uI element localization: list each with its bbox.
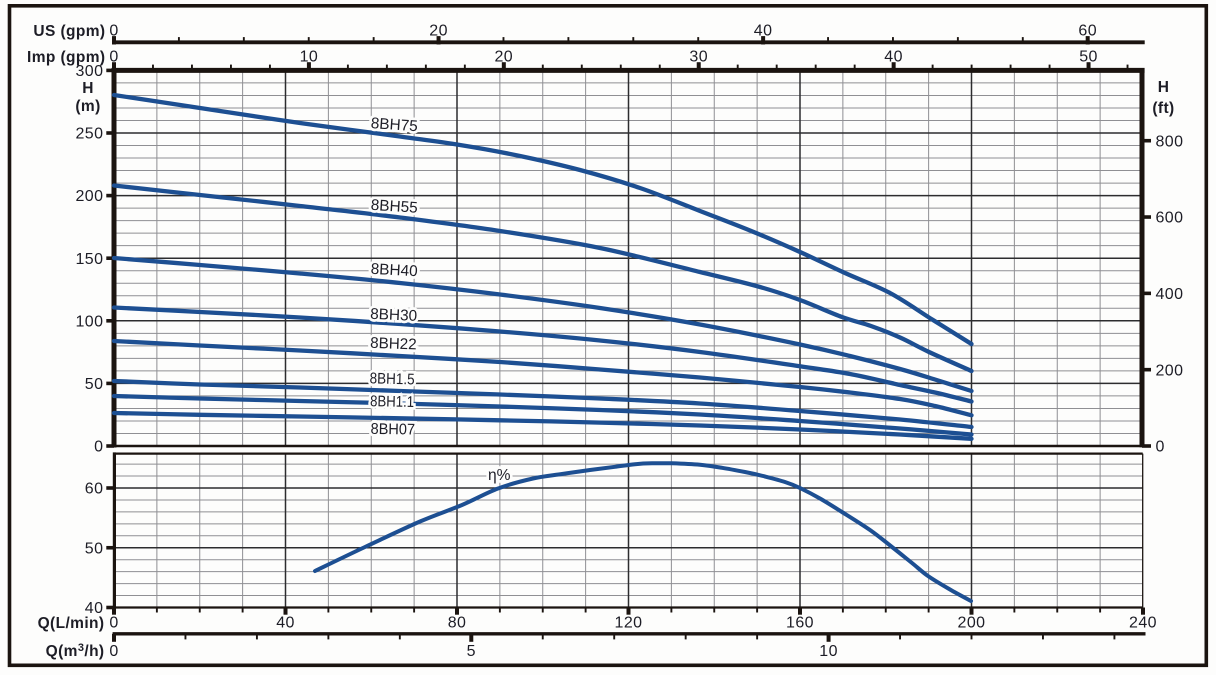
- svg-text:60: 60: [1078, 22, 1097, 39]
- svg-text:300: 300: [75, 63, 103, 80]
- svg-text:US (gpm): US (gpm): [33, 23, 105, 40]
- svg-text:Q(m3/h): Q(m3/h): [46, 642, 105, 660]
- svg-text:(m): (m): [75, 98, 100, 115]
- svg-text:10: 10: [300, 49, 319, 66]
- svg-text:120: 120: [615, 614, 643, 631]
- svg-text:80: 80: [448, 614, 467, 631]
- svg-text:40: 40: [884, 49, 903, 66]
- svg-text:8BH55: 8BH55: [370, 197, 418, 217]
- svg-text:0: 0: [109, 49, 118, 66]
- svg-text:60: 60: [85, 481, 104, 498]
- svg-text:0: 0: [109, 614, 118, 631]
- svg-text:8BH30: 8BH30: [370, 306, 418, 325]
- svg-text:10: 10: [819, 643, 838, 660]
- svg-text:8BH1.1: 8BH1.1: [370, 393, 414, 411]
- svg-text:H: H: [82, 80, 94, 97]
- svg-text:50: 50: [85, 540, 104, 557]
- svg-text:0: 0: [109, 643, 118, 660]
- svg-text:η%: η%: [488, 467, 511, 484]
- svg-text:250: 250: [75, 126, 103, 143]
- svg-text:0: 0: [109, 22, 118, 39]
- svg-text:8BH40: 8BH40: [370, 261, 418, 280]
- svg-text:Imp (gpm): Imp (gpm): [27, 49, 106, 66]
- svg-text:(ft): (ft): [1152, 100, 1174, 117]
- svg-text:8BH22: 8BH22: [370, 335, 417, 354]
- svg-text:8BH07: 8BH07: [370, 421, 415, 439]
- svg-text:40: 40: [85, 600, 104, 617]
- svg-text:600: 600: [1156, 210, 1184, 227]
- svg-text:200: 200: [958, 614, 986, 631]
- svg-text:50: 50: [85, 376, 104, 393]
- svg-text:40: 40: [754, 22, 773, 39]
- svg-text:8BH1.5: 8BH1.5: [369, 370, 414, 388]
- svg-text:0: 0: [1156, 439, 1165, 456]
- svg-text:240: 240: [1129, 614, 1157, 631]
- svg-text:40: 40: [276, 614, 295, 631]
- svg-text:Q(L/min): Q(L/min): [38, 615, 105, 632]
- svg-text:20: 20: [429, 22, 448, 39]
- svg-text:30: 30: [689, 49, 708, 66]
- svg-text:20: 20: [494, 49, 513, 66]
- svg-text:200: 200: [1156, 362, 1184, 379]
- svg-text:50: 50: [1079, 49, 1098, 66]
- svg-text:200: 200: [75, 188, 103, 205]
- svg-text:H: H: [1158, 79, 1170, 96]
- svg-text:5: 5: [467, 643, 476, 660]
- svg-text:100: 100: [75, 313, 103, 330]
- svg-text:800: 800: [1156, 133, 1184, 150]
- svg-text:150: 150: [75, 251, 103, 268]
- svg-text:400: 400: [1156, 286, 1184, 303]
- svg-text:8BH75: 8BH75: [370, 115, 418, 135]
- svg-text:0: 0: [94, 439, 103, 456]
- svg-text:160: 160: [786, 614, 814, 631]
